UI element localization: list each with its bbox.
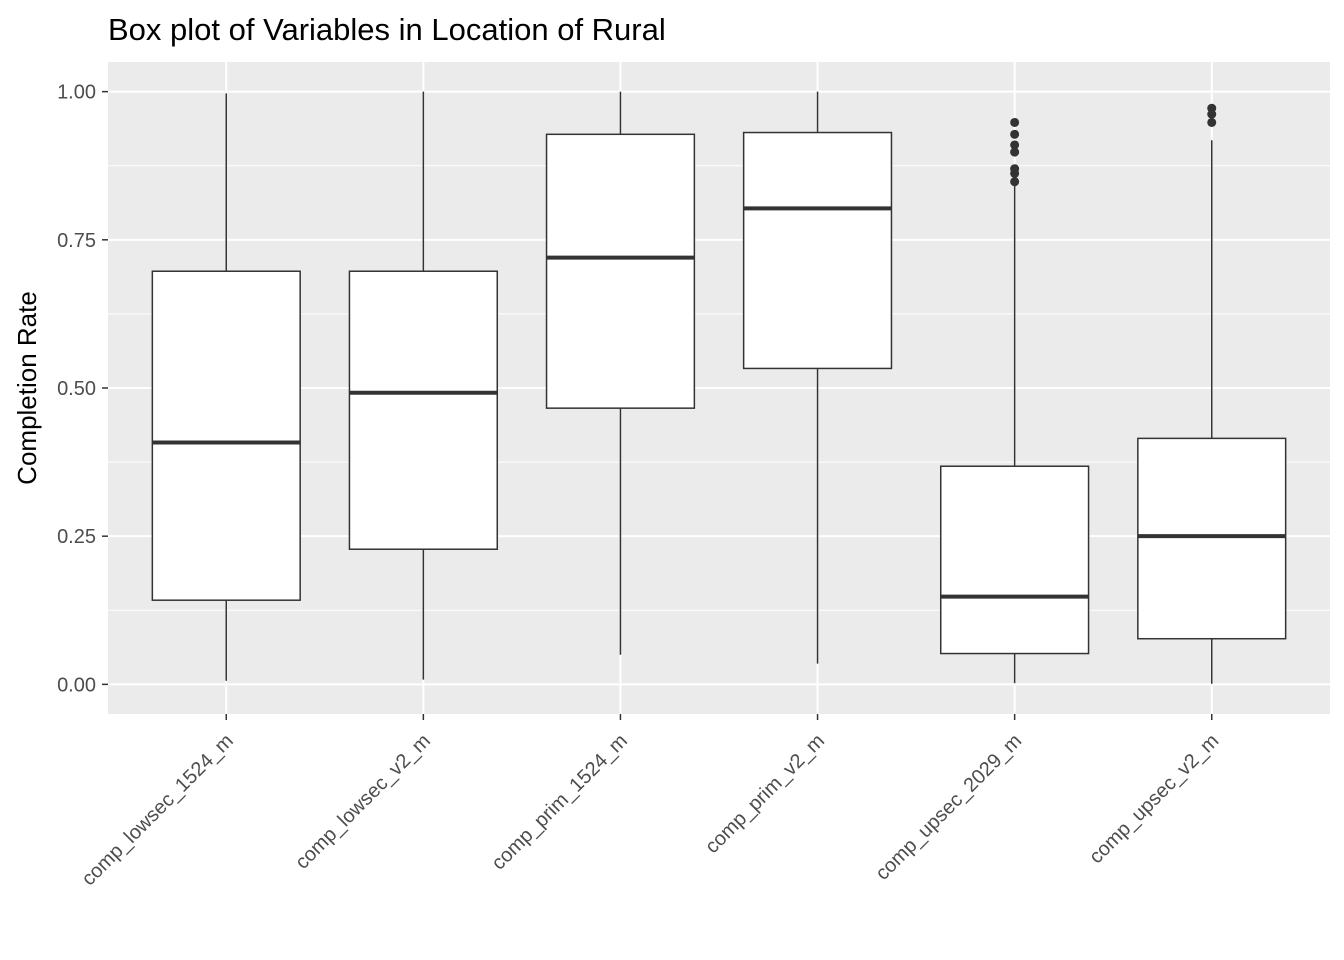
outlier-point bbox=[1207, 118, 1216, 127]
y-axis: 0.00 0.25 0.50 0.75 1.00 bbox=[57, 82, 108, 697]
box-iqr bbox=[744, 133, 892, 369]
outlier-point bbox=[1010, 164, 1019, 173]
y-tick-label: 0.50 bbox=[57, 378, 96, 400]
x-tick-label: comp_lowsec_v2_m bbox=[291, 730, 435, 874]
y-tick-label: 1.00 bbox=[57, 82, 96, 104]
x-tick-label: comp_upsec_v2_m bbox=[1085, 730, 1223, 868]
x-tick-label: comp_prim_v2_m bbox=[701, 730, 829, 858]
x-tick-label: comp_upsec_2029_m bbox=[871, 730, 1026, 885]
y-tick-label: 0.25 bbox=[57, 526, 96, 548]
box-iqr bbox=[1138, 438, 1286, 638]
outlier-point bbox=[1010, 118, 1019, 127]
y-tick-label: 0.00 bbox=[57, 674, 96, 696]
outlier-point bbox=[1010, 177, 1019, 186]
outlier-point bbox=[1207, 104, 1216, 113]
box-iqr bbox=[152, 271, 300, 600]
outlier-point bbox=[1010, 130, 1019, 139]
x-axis: comp_lowsec_1524_m comp_lowsec_v2_m comp_p… bbox=[78, 714, 1224, 890]
box-iqr bbox=[941, 466, 1089, 653]
chart-title: Box plot of Variables in Location of Rur… bbox=[108, 12, 666, 47]
x-tick-label: comp_prim_1524_m bbox=[488, 730, 632, 874]
y-axis-label: Completion Rate bbox=[12, 291, 42, 485]
box-iqr bbox=[547, 134, 695, 408]
outlier-point bbox=[1010, 140, 1019, 149]
box-iqr bbox=[349, 271, 497, 549]
x-tick-label: comp_lowsec_1524_m bbox=[78, 730, 238, 890]
y-tick-label: 0.75 bbox=[57, 230, 96, 252]
